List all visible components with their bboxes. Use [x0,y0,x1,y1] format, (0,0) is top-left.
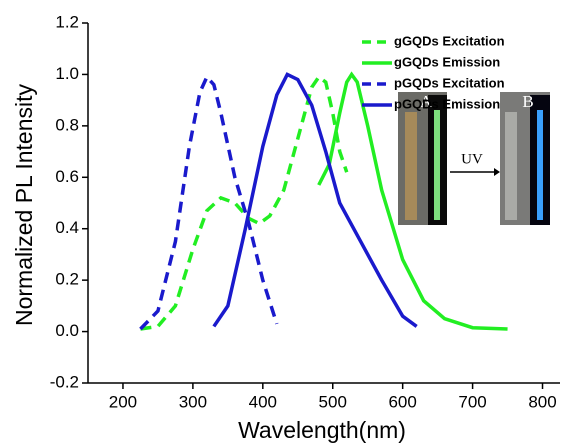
legend-label: gGQDs Excitation [394,33,505,48]
x-axis-label: Wavelength(nm) [238,417,406,443]
x-tick-label: 200 [109,392,137,411]
x-tick-label: 500 [319,392,347,411]
y-tick-label: 0.2 [55,270,79,289]
legend-label: pGQDs Excitation [394,75,505,90]
legend-label: pGQDs Emission [394,96,500,111]
annotation: A [420,92,433,111]
legend-label: gGQDs Emission [394,54,500,69]
y-tick-label: 1.0 [55,64,79,83]
y-tick-label: 0.4 [55,218,79,237]
x-tick-label: 700 [458,392,486,411]
x-tick-label: 300 [179,392,207,411]
x-tick-label: 600 [388,392,416,411]
x-tick-label: 800 [528,392,556,411]
annotation: UV [461,151,483,167]
series-line [317,71,508,331]
y-tick-label: 1.2 [55,12,79,31]
y-axis-label: Normalized PL Intensity [11,83,37,326]
annotation: B [522,92,533,111]
y-tick-label: 0.6 [55,167,79,186]
x-tick-label: 400 [249,392,277,411]
vial [405,112,417,220]
y-tick-label: 0.0 [55,321,79,340]
vial [505,112,517,220]
inset [398,92,550,225]
series-line [212,72,418,328]
arrow-head [494,168,500,176]
series-line [140,74,349,331]
series-line [139,73,279,331]
glow-green [434,110,440,220]
glow-blue [537,110,543,220]
y-tick-label: 0.8 [55,115,79,134]
y-tick-label: -0.2 [50,372,79,391]
